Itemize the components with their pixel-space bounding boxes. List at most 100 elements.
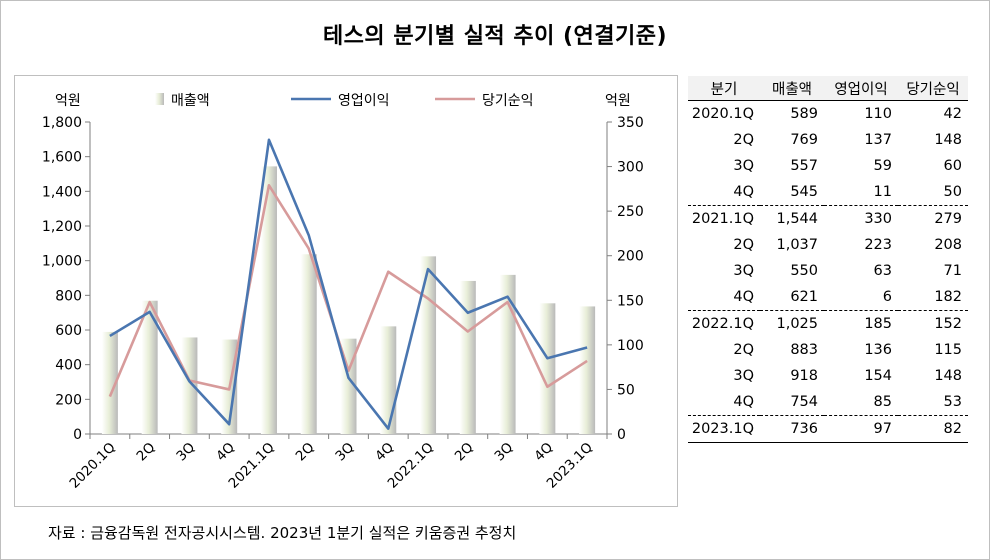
table-cell-value: 1,025 (760, 310, 824, 337)
table-cell-value: 557 (790, 158, 818, 174)
table-cell-value: 1,544 (760, 205, 824, 232)
table-cell-value: 60 (943, 158, 962, 174)
table-cell-value: 223 (864, 237, 892, 253)
right-tick-label: 250 (617, 204, 644, 220)
revenue-bar (459, 280, 476, 434)
quarterly-table: 분기 매출액 영업이익 당기순익 2020.1Q 589 110 42 2Q 769 137… (688, 76, 968, 443)
table-cell-value: 208 (934, 237, 962, 253)
table-row: 4Q 621 6 182 (688, 284, 968, 311)
table-cell-value: 1,037 (776, 237, 818, 253)
table-cell-value: 6 (882, 289, 892, 305)
legend-net-profit-label: 당기순익 (482, 93, 534, 109)
left-tick-label: 1,000 (42, 254, 82, 270)
table-row: 3Q 550 63 71 (688, 258, 968, 284)
table-cell-value: 545 (790, 184, 818, 200)
left-tick-label: 1,600 (42, 150, 82, 166)
table-cell-value: 110 (864, 106, 892, 122)
table-cell-value: 279 (898, 205, 968, 232)
left-tick-label: 1,800 (42, 115, 82, 131)
table-cell-value: 11 (873, 184, 892, 200)
table-row: 2Q 883 136 115 (688, 337, 968, 363)
table-row: 4Q 754 85 53 (688, 389, 968, 416)
table-cell-value: 97 (824, 415, 898, 443)
table-cell-value: 63 (873, 263, 892, 279)
table-cell-value: 148 (934, 132, 962, 148)
x-category-label: 3Q (332, 440, 357, 465)
revenue-bar (539, 303, 556, 434)
table-cell-value: 59 (873, 158, 892, 174)
table-cell-value: 621 (790, 289, 818, 305)
table-row: 2023.1Q 736 97 82 (688, 415, 968, 443)
table-cell-value: 85 (873, 394, 892, 410)
table-cell-value: 918 (790, 368, 818, 384)
table-cell-quarter: 2Q (733, 237, 754, 253)
table-cell-value: 589 (790, 106, 818, 122)
table-cell-quarter: 4Q (733, 394, 754, 410)
x-category-label: 2Q (293, 440, 318, 465)
revenue-bar (579, 306, 596, 434)
table-header: 분기 (688, 76, 760, 101)
source-note: 자료 : 금융감독원 전자공시시스템. 2023년 1분기 실적은 키움증권 추… (48, 524, 517, 542)
table-cell-value: 148 (934, 368, 962, 384)
right-tick-label: 200 (617, 249, 644, 265)
revenue-bar (260, 166, 277, 434)
table-cell-value: 754 (790, 394, 818, 410)
revenue-bar (380, 326, 397, 434)
chart-title: 테스의 분기별 실적 추이 (연결기준) (322, 24, 668, 49)
x-category-label: 4Q (372, 440, 397, 465)
revenue-bar (420, 256, 437, 434)
table-row: 2022.1Q 1,025 185 152 (688, 310, 968, 337)
chart-svg: 0 200 400 600 800 1,000 1,200 1,400 1,600 1,800 0 5… (42, 93, 644, 492)
table-row: 3Q 918 154 148 (688, 363, 968, 389)
table-cell-value: 136 (864, 342, 892, 358)
revenue-bar (499, 274, 516, 434)
table-cell-value: 82 (898, 415, 968, 443)
table-row: 3Q 557 59 60 (688, 153, 968, 179)
legend-op-profit-label: 영업이익 (338, 93, 390, 109)
left-tick-label: 800 (55, 288, 82, 304)
table-cell-value: 42 (943, 106, 962, 122)
table-cell-value: 736 (760, 415, 824, 443)
table-cell-quarter: 2022.1Q (688, 310, 760, 337)
table-cell-value: 883 (790, 342, 818, 358)
table-cell-value: 182 (934, 289, 962, 305)
table-row: 4Q 545 11 50 (688, 179, 968, 206)
x-category-label: 4Q (213, 440, 238, 465)
right-tick-label: 100 (617, 338, 644, 354)
left-tick-label: 400 (55, 358, 82, 374)
revenue-bar (101, 331, 118, 434)
table-cell-quarter: 3Q (733, 263, 754, 279)
right-tick-label: 150 (617, 293, 644, 309)
table-cell-quarter: 2023.1Q (688, 415, 760, 443)
table-row: 2Q 769 137 148 (688, 127, 968, 153)
table-cell-value: 137 (864, 132, 892, 148)
left-tick-label: 1,200 (42, 219, 82, 235)
x-category-label: 4Q (531, 440, 556, 465)
table-header: 영업이익 (824, 76, 898, 101)
left-tick-label: 0 (73, 427, 82, 443)
table-row: 2020.1Q 589 110 42 (688, 101, 968, 128)
right-tick-label: 0 (617, 427, 626, 443)
revenue-bar (300, 254, 317, 434)
x-category-label: 2Q (134, 440, 159, 465)
table-row: 2021.1Q 1,544 330 279 (688, 205, 968, 232)
table-cell-value: 152 (898, 310, 968, 337)
left-tick-label: 200 (55, 392, 82, 408)
table-cell-quarter: 2021.1Q (688, 205, 760, 232)
table-header: 당기순익 (898, 76, 968, 101)
revenue-bar (181, 337, 198, 434)
table-cell-quarter: 3Q (733, 368, 754, 384)
left-tick-label: 1,400 (42, 184, 82, 200)
table-cell-quarter: 2020.1Q (691, 106, 754, 122)
table-cell-value: 185 (824, 310, 898, 337)
x-category-label: 3Q (492, 440, 517, 465)
table-cell-quarter: 4Q (733, 184, 754, 200)
x-category-label: 2Q (452, 440, 477, 465)
right-tick-label: 350 (617, 115, 644, 131)
table-header-row: 분기 매출액 영업이익 당기순익 (688, 76, 968, 101)
table-cell-value: 330 (824, 205, 898, 232)
x-category-label: 3Q (173, 440, 198, 465)
table-cell-quarter: 3Q (733, 158, 754, 174)
revenue-bar (141, 300, 158, 434)
right-tick-label: 300 (617, 160, 644, 176)
